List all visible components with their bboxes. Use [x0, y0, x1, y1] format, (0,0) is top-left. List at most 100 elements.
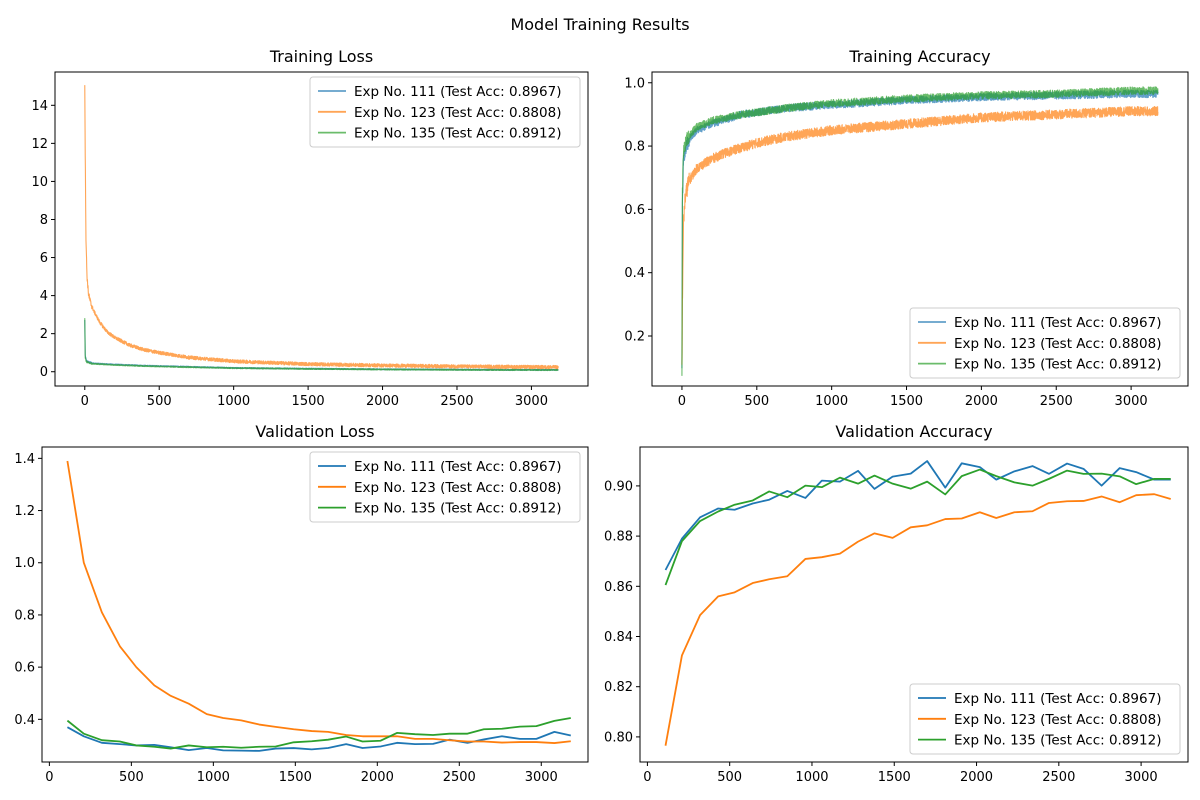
y-tick-label: 0.6	[14, 661, 35, 676]
series-line-2	[664, 493, 1171, 746]
legend-entry: Exp No. 111 (Test Acc: 0.8967)	[354, 84, 561, 100]
series-line-3	[664, 468, 1171, 586]
series-line-2	[84, 85, 559, 370]
panel-training-loss: Training Loss 0 500 1000 1500 2000 2500 3000 0 2 4…	[31, 47, 589, 409]
y-tick-label: 0.4	[624, 266, 645, 281]
x-tick-label: 500	[119, 770, 144, 785]
y-tick-label: 0.8	[14, 608, 35, 623]
panel-training-accuracy: Training Accuracy 0 500 1000 1500 2000 2500 300…	[624, 47, 1189, 409]
x-tick-label: 2500	[1040, 394, 1073, 409]
y-tick-label: 0.86	[604, 580, 633, 595]
x-tick-label: 1000	[197, 770, 230, 785]
y-tick-label: 14	[31, 99, 48, 114]
legend-entry: Exp No. 123 (Test Acc: 0.8808)	[354, 480, 561, 496]
legend-entry: Exp No. 123 (Test Acc: 0.8808)	[954, 336, 1161, 352]
x-tick-label: 1500	[292, 394, 325, 409]
series-line-1	[66, 726, 571, 752]
series-group	[66, 460, 571, 752]
panel-title: Validation Loss	[255, 422, 374, 441]
plot-frame	[639, 446, 1189, 763]
legend: Exp No. 111 (Test Acc: 0.8967) Exp No. 12…	[309, 451, 581, 523]
y-tick-label: 0.8	[624, 140, 645, 155]
legend-frame	[309, 451, 581, 523]
panel-validation-loss: Validation Loss 0 500 1000 1500 2000 2500 3000 0…	[14, 422, 589, 785]
legend-entry: Exp No. 111 (Test Acc: 0.8967)	[954, 315, 1161, 331]
series-line-3	[66, 717, 571, 750]
x-tick-label: 2000	[361, 770, 394, 785]
x-tick-label: 1500	[279, 770, 312, 785]
y-tick-label: 8	[40, 213, 48, 228]
series-group	[681, 86, 1159, 376]
x-tick-label: 2500	[440, 394, 473, 409]
x-tick-label: 0	[678, 394, 686, 409]
panel-title: Validation Accuracy	[835, 422, 992, 441]
x-tick-label: 1000	[815, 394, 848, 409]
legend-frame	[309, 76, 581, 148]
x-tick-label: 0	[45, 770, 53, 785]
y-tick-label: 0.88	[604, 530, 633, 545]
y-tick-label: 4	[40, 289, 48, 304]
x-tick-label: 2500	[443, 770, 476, 785]
legend-entry: Exp No. 135 (Test Acc: 0.8912)	[954, 733, 1161, 749]
legend-frame	[909, 307, 1181, 379]
x-tick-label: 3000	[515, 394, 548, 409]
x-tick-label: 1500	[878, 770, 911, 785]
legend-entry: Exp No. 123 (Test Acc: 0.8808)	[954, 712, 1161, 728]
series-line-2	[66, 460, 571, 744]
plot-frame	[54, 71, 589, 387]
y-tick-label: 1.2	[14, 504, 35, 519]
x-tick-label: 1000	[795, 770, 828, 785]
x-tick-label: 2000	[366, 394, 399, 409]
x-tick-label: 2000	[960, 770, 993, 785]
x-tick-label: 500	[717, 770, 742, 785]
legend-entry: Exp No. 111 (Test Acc: 0.8967)	[354, 459, 561, 475]
x-tick-label: 3000	[1125, 770, 1158, 785]
x-tick-label: 3000	[1115, 394, 1148, 409]
y-tick-label: 1.0	[14, 556, 35, 571]
series-group	[84, 85, 559, 372]
legend-frame	[909, 683, 1181, 755]
legend-entry: Exp No. 135 (Test Acc: 0.8912)	[354, 126, 561, 142]
y-tick-label: 0.4	[14, 713, 35, 728]
x-tick-label: 0	[81, 394, 89, 409]
x-tick-label: 500	[744, 394, 769, 409]
panel-title: Training Accuracy	[848, 47, 990, 66]
y-tick-label: 1.0	[624, 76, 645, 91]
y-tick-label: 1.4	[14, 452, 35, 467]
panel-title: Training Loss	[269, 47, 373, 66]
panel-validation-accuracy: Validation Accuracy 0 500 1000 1500 2000 2500 3…	[604, 422, 1189, 785]
y-tick-label: 0.80	[604, 730, 633, 745]
series-line-3	[681, 86, 1159, 376]
y-tick-label: 6	[40, 251, 48, 266]
y-tick-label: 12	[31, 137, 48, 152]
y-tick-label: 0	[40, 365, 48, 380]
plot-frame	[651, 71, 1189, 387]
x-tick-label: 500	[147, 394, 172, 409]
legend-entry: Exp No. 123 (Test Acc: 0.8808)	[354, 105, 561, 121]
plot-frame	[41, 446, 589, 763]
legend: Exp No. 111 (Test Acc: 0.8967) Exp No. 12…	[909, 307, 1181, 379]
figure-title: Model Training Results	[510, 15, 689, 34]
x-tick-label: 2000	[965, 394, 998, 409]
y-tick-label: 0.2	[624, 329, 645, 344]
x-tick-label: 3000	[525, 770, 558, 785]
x-tick-label: 0	[643, 770, 651, 785]
series-line-3	[84, 318, 559, 372]
legend-entry: Exp No. 111 (Test Acc: 0.8967)	[954, 691, 1161, 707]
y-tick-label: 0.84	[604, 630, 633, 645]
legend-entry: Exp No. 135 (Test Acc: 0.8912)	[954, 357, 1161, 373]
y-tick-label: 10	[31, 175, 48, 190]
x-tick-label: 1000	[217, 394, 250, 409]
y-tick-label: 0.6	[624, 203, 645, 218]
x-tick-label: 2500	[1042, 770, 1075, 785]
series-group	[664, 460, 1171, 746]
series-line-1	[664, 460, 1171, 571]
y-tick-label: 0.82	[604, 680, 633, 695]
y-tick-label: 0.90	[604, 479, 633, 494]
series-line-2	[681, 105, 1159, 365]
y-tick-label: 2	[40, 327, 48, 342]
legend-entry: Exp No. 135 (Test Acc: 0.8912)	[354, 501, 561, 517]
legend: Exp No. 111 (Test Acc: 0.8967) Exp No. 12…	[909, 683, 1181, 755]
